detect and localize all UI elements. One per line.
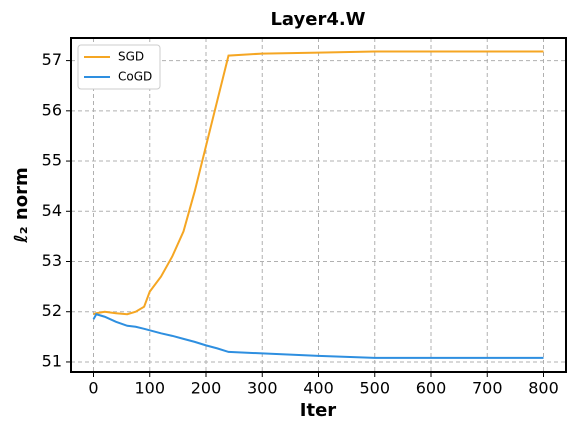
x-tick-label: 400: [303, 379, 334, 398]
line: [92, 313, 544, 359]
x-tick-label: 100: [134, 379, 165, 398]
x-tick-label: 600: [416, 379, 447, 398]
x-tick-label: 200: [191, 379, 222, 398]
y-tick-label: 54: [42, 201, 62, 220]
plot-frame: [70, 37, 567, 373]
y-axis-label: ℓ₂ norm: [11, 167, 32, 243]
y-tick-label: 53: [42, 251, 62, 270]
legend-label: SGD: [118, 50, 144, 64]
x-tick-label: 700: [472, 379, 503, 398]
y-tick-label: 57: [42, 50, 62, 69]
y-tick-label: 56: [42, 100, 62, 119]
x-axis-label: Iter: [300, 400, 337, 421]
chart-title: Layer4.W: [270, 9, 365, 30]
x-tick-label: 800: [528, 379, 559, 398]
x-tick-label: 0: [88, 379, 98, 398]
y-tick-label: 55: [42, 151, 62, 170]
y-tick-label: 52: [42, 301, 62, 320]
x-tick-label: 500: [359, 379, 390, 398]
x-tick-label: 300: [247, 379, 278, 398]
line: [93, 50, 544, 316]
y-tick-label: 51: [42, 351, 62, 370]
legend-label: CoGD: [118, 70, 152, 84]
